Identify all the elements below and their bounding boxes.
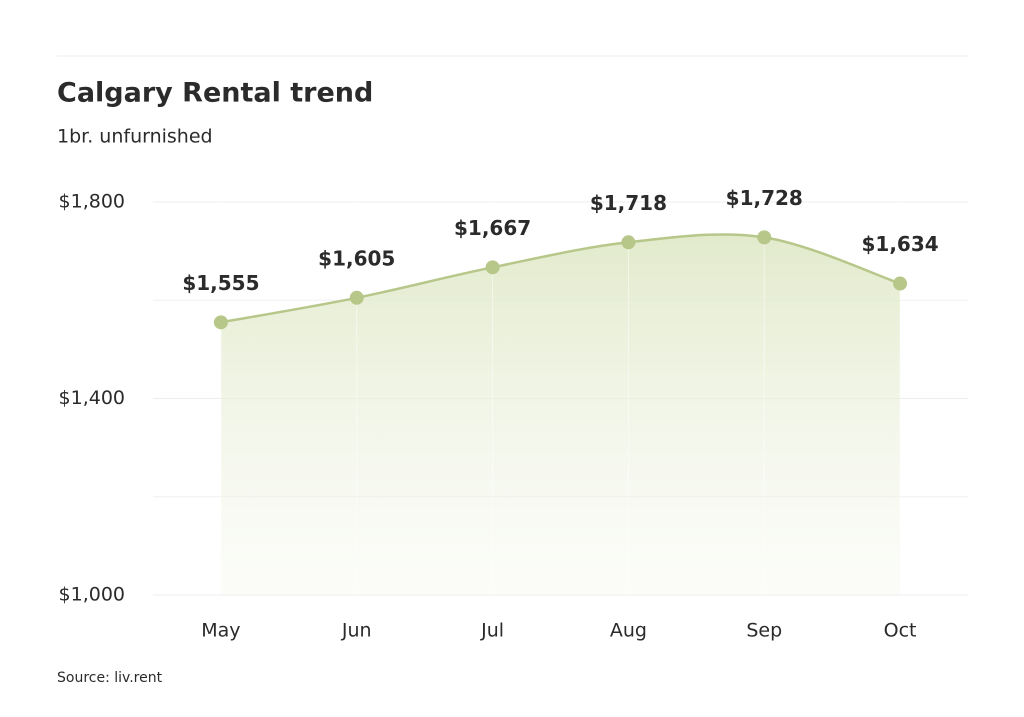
x-tick-label: Jun [341, 620, 372, 642]
point [893, 276, 908, 291]
point [621, 235, 636, 250]
chart-title: Calgary Rental trend [57, 78, 373, 109]
point [485, 260, 500, 275]
x-tick-label: Oct [884, 620, 917, 642]
area [220, 234, 901, 596]
x-tick-label: Aug [610, 620, 647, 642]
y-tick-label: $1,800 [59, 191, 125, 213]
value-label: $1,728 [726, 186, 803, 210]
x-tick-label: May [201, 620, 240, 642]
value-label: $1,718 [590, 191, 667, 215]
x-tick-label: Jul [480, 620, 504, 642]
value-label: $1,555 [182, 271, 259, 295]
point [213, 315, 228, 330]
y-tick-label: $1,000 [59, 584, 125, 606]
y-tick-label: $1,400 [59, 387, 125, 409]
value-label: $1,634 [861, 232, 938, 256]
value-label: $1,667 [454, 216, 531, 240]
value-label: $1,605 [318, 246, 395, 270]
line [220, 233, 901, 324]
source: Source: liv.rent [57, 670, 163, 686]
point [757, 230, 772, 245]
point [349, 290, 364, 305]
x-tick-label: Sep [746, 620, 782, 642]
chart-subtitle: 1br. unfurnished [57, 126, 213, 148]
